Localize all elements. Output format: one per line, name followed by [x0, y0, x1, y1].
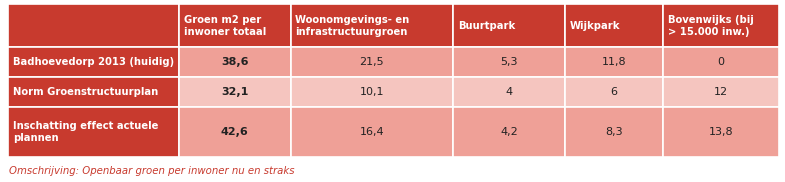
Text: 4,2: 4,2	[500, 127, 518, 137]
Text: Buurtpark: Buurtpark	[458, 21, 515, 31]
Text: 13,8: 13,8	[709, 127, 733, 137]
Text: Norm Groenstructuurplan: Norm Groenstructuurplan	[13, 88, 159, 97]
Text: 10,1: 10,1	[360, 88, 384, 97]
Text: 38,6: 38,6	[221, 58, 249, 68]
Text: 11,8: 11,8	[601, 58, 626, 68]
Text: 8,3: 8,3	[605, 127, 623, 137]
Text: Badhoevedorp 2013 (huidig): Badhoevedorp 2013 (huidig)	[13, 58, 174, 68]
Text: Inschatting effect actuele
plannen: Inschatting effect actuele plannen	[13, 121, 159, 143]
Text: Woonomgevings- en
infrastructuurgroen: Woonomgevings- en infrastructuurgroen	[295, 15, 410, 37]
Text: Groen m2 per
inwoner totaal: Groen m2 per inwoner totaal	[184, 15, 266, 37]
Text: Omschrijving: Openbaar groen per inwoner nu en straks: Omschrijving: Openbaar groen per inwoner…	[9, 166, 295, 176]
Text: 4: 4	[506, 88, 513, 97]
Text: 5,3: 5,3	[500, 58, 517, 68]
Text: 16,4: 16,4	[360, 127, 384, 137]
Text: 21,5: 21,5	[360, 58, 384, 68]
Text: Bovenwijks (bij
> 15.000 inw.): Bovenwijks (bij > 15.000 inw.)	[668, 15, 754, 37]
Text: 0: 0	[717, 58, 725, 68]
Text: 32,1: 32,1	[221, 88, 249, 97]
Text: 6: 6	[611, 88, 617, 97]
Text: 42,6: 42,6	[221, 127, 249, 137]
Text: Wijkpark: Wijkpark	[569, 21, 620, 31]
Text: 12: 12	[714, 88, 728, 97]
